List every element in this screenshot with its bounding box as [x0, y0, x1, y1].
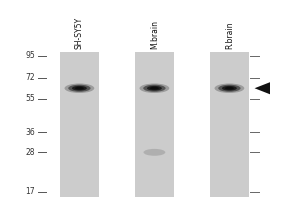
Bar: [135, 52, 174, 197]
Bar: [210, 52, 249, 197]
Text: 72: 72: [26, 73, 35, 82]
Polygon shape: [255, 82, 270, 94]
Ellipse shape: [218, 85, 241, 92]
Ellipse shape: [68, 85, 91, 92]
Text: SH-SY5Y: SH-SY5Y: [75, 17, 84, 49]
Bar: [60, 52, 99, 197]
Ellipse shape: [64, 83, 94, 93]
Text: R.brain: R.brain: [225, 22, 234, 49]
Text: 28: 28: [26, 148, 35, 157]
Text: M.brain: M.brain: [150, 20, 159, 49]
Ellipse shape: [143, 149, 165, 156]
Ellipse shape: [147, 86, 162, 91]
Ellipse shape: [150, 87, 159, 90]
Ellipse shape: [72, 86, 87, 91]
Text: 36: 36: [26, 128, 35, 137]
Ellipse shape: [140, 83, 169, 93]
Ellipse shape: [225, 87, 234, 90]
Ellipse shape: [222, 86, 237, 91]
Ellipse shape: [214, 83, 244, 93]
Ellipse shape: [75, 87, 84, 90]
Text: 95: 95: [26, 51, 35, 60]
Text: 17: 17: [26, 187, 35, 196]
Text: 55: 55: [26, 94, 35, 103]
Ellipse shape: [143, 85, 166, 92]
